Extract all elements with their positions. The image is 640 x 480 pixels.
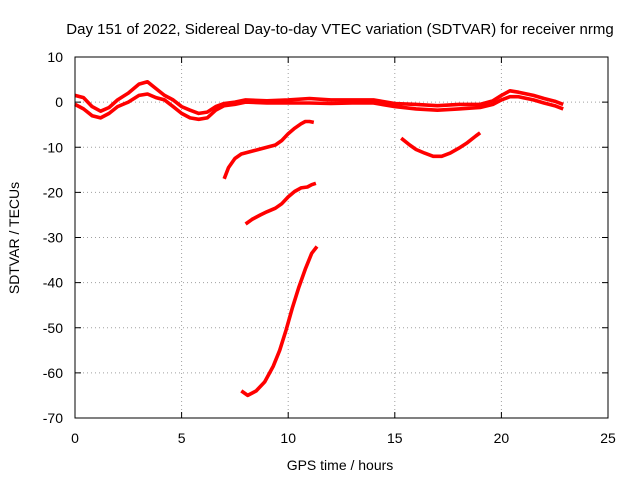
- series-arc-a: [222, 119, 315, 180]
- x-axis-label: GPS time / hours: [287, 457, 394, 473]
- y-tick-label: -50: [43, 320, 63, 336]
- y-tick-label: -10: [43, 139, 63, 155]
- y-tick-label: -60: [43, 365, 63, 381]
- y-tick-label: -70: [43, 410, 63, 426]
- x-tick-label: 10: [280, 430, 296, 446]
- x-tick-label: 25: [600, 430, 616, 446]
- x-tick-label: 5: [178, 430, 186, 446]
- y-tick-label: -40: [43, 275, 63, 291]
- y-axis-label: SDTVAR / TECUs: [6, 182, 22, 294]
- data-series: [74, 80, 564, 398]
- y-tick-label: 0: [55, 94, 63, 110]
- y-tick-label: -30: [43, 230, 63, 246]
- series-main-track-lower: [74, 92, 564, 122]
- grid-lines: [75, 57, 608, 418]
- series-arc-b: [244, 181, 317, 226]
- series-arc-d: [400, 131, 482, 159]
- series-main-track-upper: [74, 80, 564, 116]
- y-tick-label: 10: [47, 49, 63, 65]
- x-tick-label: 20: [494, 430, 510, 446]
- x-tick-label: 0: [71, 430, 79, 446]
- chart-title: Day 151 of 2022, Sidereal Day-to-day VTE…: [66, 21, 613, 38]
- series-arc-c: [240, 245, 319, 398]
- x-tick-label: 15: [387, 430, 403, 446]
- axis-ticks: 0 5 10 15 20 25 10 0 -10 -20 -30 -40 -50 -60 -70: [43, 49, 616, 446]
- y-tick-label: -20: [43, 184, 63, 200]
